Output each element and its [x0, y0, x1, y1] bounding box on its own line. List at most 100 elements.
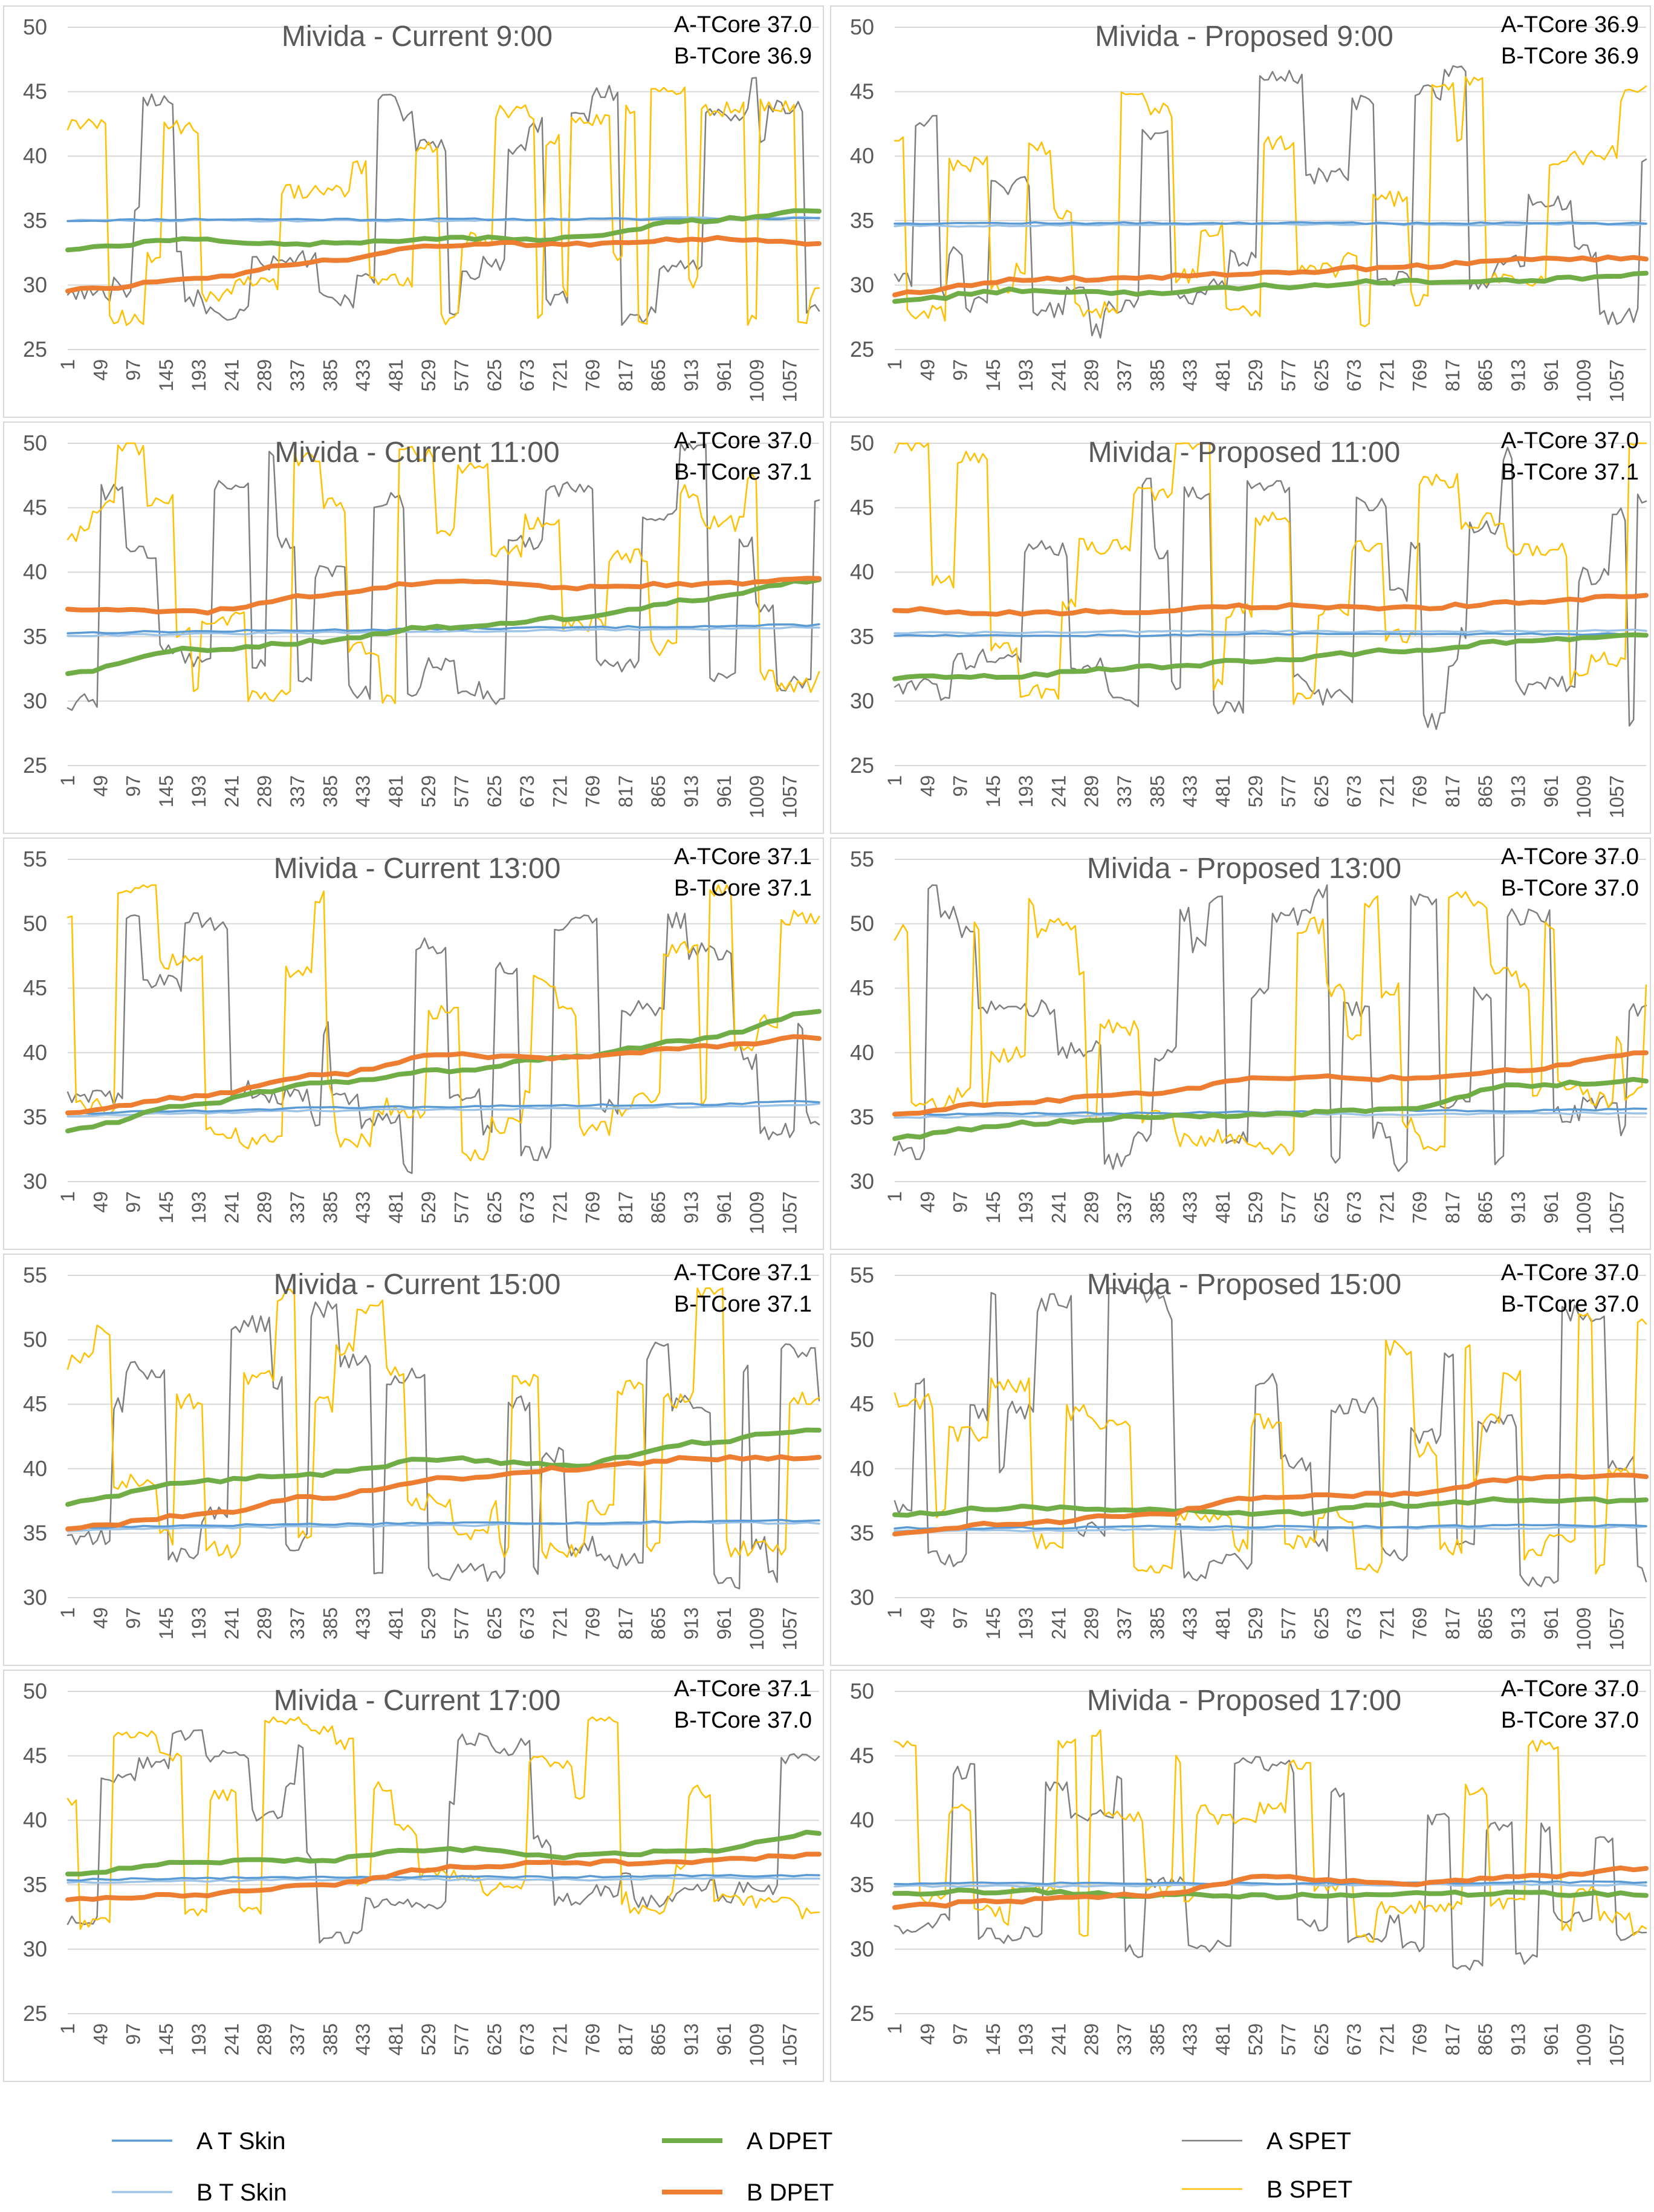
- x-tick-label: 1057: [1606, 775, 1627, 818]
- legend: A T Skin B T Skin A DPET B DPET A SPET B SPET: [112, 2128, 1352, 2206]
- x-tick-label: 289: [1081, 1607, 1103, 1639]
- a-tcore-label: A-TCore 36.9: [1501, 12, 1639, 37]
- x-tick-label: 49: [89, 775, 111, 797]
- x-tick-label: 817: [1442, 2023, 1464, 2055]
- a-tcore-label: A-TCore 37.1: [674, 844, 812, 870]
- x-tick-label: 721: [1376, 2023, 1398, 2055]
- x-tick-label: 193: [188, 775, 210, 807]
- x-tick-label: 817: [1442, 1191, 1464, 1223]
- x-tick-label: 577: [451, 1607, 473, 1639]
- x-tick-label: 625: [1311, 2023, 1332, 2055]
- x-tick-label: 865: [647, 1607, 669, 1639]
- y-tick-label: 45: [850, 975, 874, 1000]
- x-tick-label: 577: [451, 1191, 473, 1223]
- x-tick-label: 625: [1311, 1607, 1332, 1639]
- x-tick-label: 769: [1409, 1191, 1431, 1223]
- x-tick-label: 433: [352, 1191, 374, 1223]
- y-tick-label: 30: [23, 1936, 47, 1961]
- chart-title: Mivida - Current 13:00: [274, 853, 561, 885]
- x-tick-label: 337: [287, 1607, 308, 1639]
- x-tick-label: 577: [1278, 2023, 1300, 2055]
- b-tcore-label: B-TCore 36.9: [1501, 44, 1639, 69]
- x-tick-label: 145: [155, 1191, 177, 1223]
- x-tick-label: 1009: [1573, 359, 1595, 402]
- y-tick-label: 35: [850, 624, 874, 649]
- y-tick-label: 40: [23, 1456, 47, 1481]
- chart-panel: 25 30 35 40 45 50 1 49 97 145 193 241 289 337 385 433 48…: [3, 5, 824, 418]
- x-tick-label: 577: [1278, 359, 1300, 391]
- x-tick-label: 97: [950, 1607, 971, 1629]
- y-tick-label: 50: [850, 1679, 874, 1703]
- x-tick-label: 241: [1048, 1191, 1069, 1223]
- y-tick-label: 40: [23, 143, 47, 168]
- x-tick-label: 337: [1114, 1607, 1135, 1639]
- x-tick-label: 337: [1114, 775, 1135, 807]
- x-tick-label: 385: [1146, 1607, 1168, 1639]
- x-tick-label: 721: [1376, 1191, 1398, 1223]
- x-tick-label: 193: [1015, 2023, 1037, 2055]
- x-tick-label: 145: [155, 775, 177, 807]
- x-tick-label: 769: [582, 775, 604, 807]
- x-tick-label: 913: [1508, 1607, 1529, 1639]
- x-tick-label: 817: [1442, 1607, 1464, 1639]
- x-tick-label: 145: [982, 2023, 1004, 2055]
- y-tick-label: 40: [23, 1807, 47, 1832]
- x-tick-label: 625: [1311, 775, 1332, 807]
- x-tick-label: 1057: [779, 775, 800, 818]
- a-spet-line: [66, 1300, 820, 1590]
- y-tick-label: 30: [850, 688, 874, 713]
- x-tick-label: 49: [916, 775, 938, 797]
- x-tick-label: 193: [188, 1607, 210, 1639]
- chart-title: Mivida - Current 17:00: [274, 1685, 561, 1717]
- b-spet-line: [66, 442, 820, 704]
- y-tick-label: 50: [850, 1327, 874, 1352]
- x-tick-label: 433: [1179, 1191, 1201, 1223]
- b-tcore-label: B-TCore 37.0: [1501, 876, 1639, 901]
- x-tick-label: 481: [1212, 1191, 1234, 1223]
- x-tick-label: 625: [484, 775, 505, 807]
- x-tick-label: 865: [1474, 2023, 1496, 2055]
- a-spet-line: [66, 442, 820, 711]
- y-tick-label: 35: [23, 1872, 47, 1897]
- a-dpet-line: [65, 1829, 822, 1877]
- a-tskin-line: [893, 632, 1647, 637]
- y-tick-label: 40: [850, 143, 874, 168]
- y-tick-label: 55: [23, 1263, 47, 1287]
- panel-frame: [830, 5, 1651, 418]
- y-tick-label: 35: [23, 1104, 47, 1129]
- x-tick-label: 577: [451, 2023, 473, 2055]
- x-tick-label: 1009: [746, 1191, 768, 1234]
- x-tick-label: 865: [647, 359, 669, 391]
- y-tick-label: 45: [23, 975, 47, 1000]
- chart-title: Mivida - Current 11:00: [274, 437, 559, 469]
- x-tick-label: 529: [1245, 1191, 1266, 1223]
- x-tick-label: 145: [982, 359, 1004, 391]
- x-tick-label: 721: [1376, 775, 1398, 807]
- chart-panel: 30 35 40 45 50 55 1 49 97 145 193 241 289 337 385 433 48…: [3, 1254, 824, 1666]
- x-tick-label: 433: [1179, 359, 1201, 391]
- x-tick-label: 865: [647, 2023, 669, 2055]
- b-dpet-line: [892, 1472, 1649, 1537]
- b-spet-line: [893, 891, 1647, 1157]
- x-tick-label: 913: [1508, 1191, 1529, 1223]
- x-tick-label: 817: [1442, 775, 1464, 807]
- b-spet-line: [66, 1716, 820, 1930]
- b-dpet-line: [65, 235, 822, 294]
- chart-title: Mivida - Proposed 17:00: [1087, 1685, 1401, 1717]
- x-tick-label: 721: [549, 1191, 571, 1223]
- x-tick-label: 865: [1474, 359, 1496, 391]
- x-tick-label: 817: [615, 775, 637, 807]
- x-tick-label: 1009: [746, 359, 768, 402]
- x-tick-label: 97: [950, 2023, 971, 2045]
- chart-title: Mivida - Proposed 13:00: [1087, 853, 1401, 885]
- b-tskin-line: [66, 625, 820, 637]
- y-tick-label: 30: [23, 688, 47, 713]
- y-tick-label: 40: [850, 559, 874, 584]
- x-tick-label: 1009: [746, 2023, 768, 2066]
- b-tcore-label: B-TCore 37.1: [674, 460, 812, 485]
- x-tick-label: 1057: [779, 2023, 800, 2066]
- a-tskin-line: [893, 1523, 1647, 1530]
- x-tick-label: 913: [1508, 2023, 1529, 2055]
- x-tick-label: 49: [89, 1191, 111, 1213]
- x-tick-label: 241: [1048, 2023, 1069, 2055]
